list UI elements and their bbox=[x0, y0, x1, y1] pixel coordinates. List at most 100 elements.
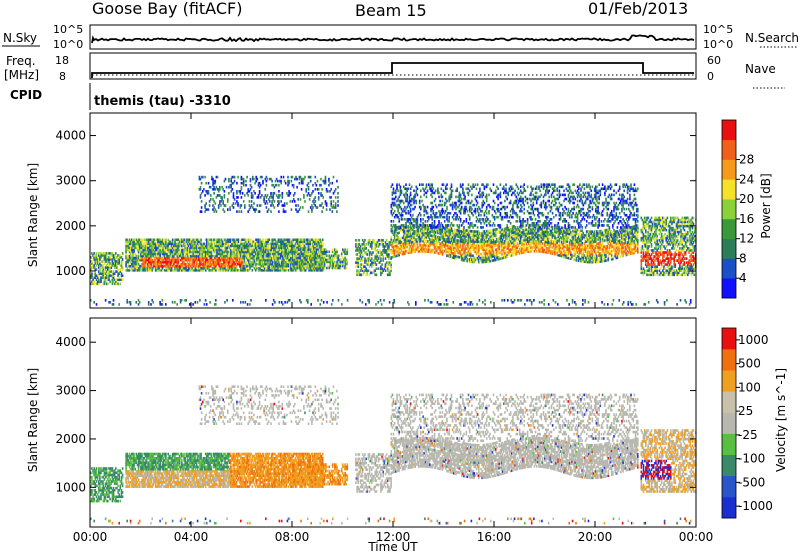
power-cell bbox=[203, 267, 206, 270]
power-cell bbox=[267, 246, 269, 250]
power-cell bbox=[236, 240, 239, 244]
power-cell bbox=[140, 250, 142, 254]
power-cell bbox=[246, 248, 249, 252]
power-cell bbox=[109, 252, 111, 255]
power-cell bbox=[252, 258, 255, 262]
power-cell bbox=[226, 252, 229, 256]
power-cell bbox=[312, 256, 315, 260]
power-cell bbox=[220, 252, 223, 256]
power-cell bbox=[388, 273, 390, 277]
power-cell bbox=[373, 271, 375, 275]
power-cell bbox=[179, 264, 182, 268]
power-cell bbox=[261, 262, 264, 266]
power-cell bbox=[165, 252, 167, 256]
power-cell bbox=[292, 240, 294, 244]
power-cell bbox=[377, 267, 380, 270]
power-cell bbox=[165, 269, 167, 272]
power-cell bbox=[309, 240, 311, 244]
power-cell bbox=[154, 248, 157, 252]
power-cell bbox=[289, 260, 291, 264]
power-cell bbox=[176, 262, 179, 266]
power-cell bbox=[345, 250, 347, 254]
power-cell bbox=[211, 267, 214, 270]
power-cell bbox=[183, 240, 185, 244]
power-cell bbox=[200, 242, 202, 246]
power-cell bbox=[289, 258, 291, 262]
power-cell bbox=[226, 258, 229, 262]
power-cell bbox=[192, 269, 194, 272]
power-cell bbox=[204, 252, 207, 256]
power-cell bbox=[202, 244, 205, 248]
power-cell bbox=[303, 238, 306, 242]
power-cell bbox=[131, 242, 133, 246]
power-cell bbox=[284, 242, 286, 246]
power-cell bbox=[283, 262, 285, 266]
power-cell bbox=[190, 240, 192, 244]
power-cell bbox=[199, 240, 201, 244]
power-cell bbox=[129, 264, 132, 268]
power-cell bbox=[338, 264, 341, 268]
power-cell bbox=[390, 269, 392, 272]
power-cell bbox=[126, 267, 129, 270]
power-cell bbox=[254, 250, 257, 254]
power-cell bbox=[373, 269, 375, 272]
power-cell bbox=[192, 238, 194, 242]
power-cell bbox=[98, 282, 100, 286]
power-cell bbox=[141, 256, 143, 260]
power-cell bbox=[296, 260, 299, 264]
noise-left-tick-top: 10^5 bbox=[53, 23, 83, 36]
power-cell bbox=[107, 282, 109, 286]
power-cell bbox=[157, 254, 159, 258]
power-cell bbox=[101, 276, 103, 279]
power-cell bbox=[185, 240, 188, 244]
power-cell bbox=[206, 254, 208, 258]
power-cell bbox=[167, 256, 169, 260]
power-cell bbox=[357, 245, 359, 248]
power-cell bbox=[252, 250, 255, 254]
power-cell bbox=[570, 251, 572, 254]
power-cell bbox=[187, 238, 190, 242]
power-cell bbox=[196, 262, 199, 266]
power-cell bbox=[141, 254, 143, 258]
power-cell bbox=[260, 260, 263, 264]
power-cell bbox=[294, 264, 297, 268]
power-cell bbox=[312, 260, 315, 264]
power-cell bbox=[287, 248, 290, 252]
power-cell bbox=[285, 238, 288, 242]
power-cell bbox=[110, 274, 113, 277]
power-cell bbox=[98, 278, 100, 282]
power-cell bbox=[372, 241, 374, 244]
power-cell bbox=[328, 250, 330, 254]
power-cell bbox=[321, 250, 324, 254]
power-cell bbox=[174, 269, 176, 272]
power-cell bbox=[264, 250, 266, 254]
power-cell bbox=[195, 238, 198, 242]
power-cell bbox=[146, 256, 149, 260]
power-cell bbox=[148, 264, 150, 268]
power-cell bbox=[103, 272, 106, 275]
power-cell bbox=[361, 253, 364, 256]
power-cell bbox=[152, 252, 155, 256]
power-cell bbox=[199, 258, 201, 262]
power-cell bbox=[307, 266, 310, 270]
power-cell bbox=[100, 278, 102, 282]
power-cell bbox=[245, 246, 248, 250]
power-cell bbox=[215, 267, 217, 270]
power-cell bbox=[144, 240, 147, 244]
power-cell bbox=[326, 266, 328, 270]
power-cell bbox=[148, 252, 150, 256]
power-cell bbox=[245, 264, 248, 268]
power-cell bbox=[241, 242, 243, 246]
power-cell bbox=[139, 269, 141, 272]
power-cell bbox=[265, 262, 267, 266]
power-cell bbox=[335, 266, 337, 270]
power-cell bbox=[218, 260, 221, 264]
power-cell bbox=[277, 262, 280, 266]
power-cell bbox=[182, 248, 184, 252]
power-cell bbox=[281, 242, 283, 246]
power-cell bbox=[276, 240, 279, 244]
power-cell bbox=[248, 262, 250, 266]
power-cell bbox=[322, 266, 325, 270]
power-cell bbox=[212, 250, 215, 254]
power-cell bbox=[90, 268, 92, 271]
